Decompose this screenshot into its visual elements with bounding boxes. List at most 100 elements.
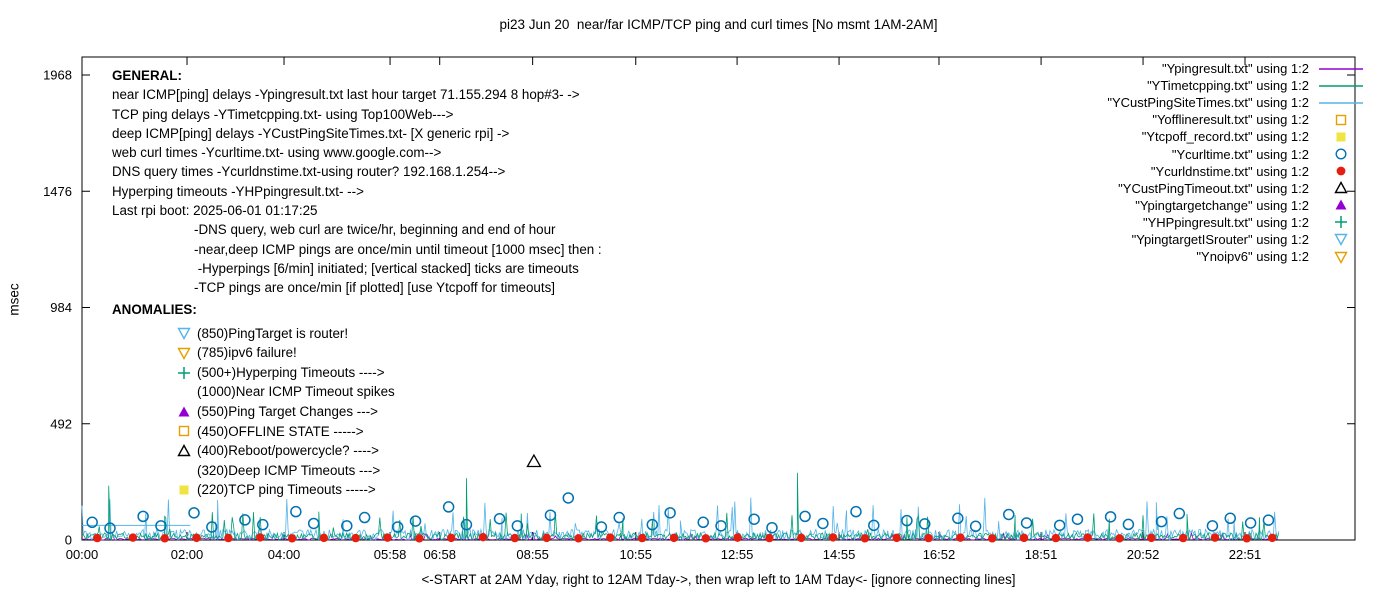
- series-Ycurltime.txt: [86, 492, 1275, 534]
- legend-row: "Ynoipv6" using 1:2: [1107, 248, 1366, 265]
- square-filled-icon: [1336, 132, 1346, 142]
- circle-open-point: [952, 512, 964, 525]
- triangle-open-icon: [177, 444, 191, 457]
- circle-open-point: [613, 511, 625, 524]
- circle-open-point: [1053, 519, 1066, 532]
- anomaly-label: (1000)Near ICMP Timeout spikes: [197, 384, 395, 400]
- circle-filled-point: [1019, 533, 1029, 543]
- legend-label: "Ynoipv6" using 1:2: [1196, 249, 1309, 265]
- anomaly-label: (320)Deep ICMP Timeouts --->: [197, 462, 381, 478]
- anomaly-marker-square-filled: [176, 483, 192, 497]
- circle-open-point: [206, 521, 218, 533]
- circle-open-point: [307, 517, 320, 530]
- legend-label: "YpingtargetISrouter" using 1:2: [1131, 231, 1309, 247]
- anomaly-marker-triangle-open: [176, 444, 192, 458]
- anomaly-label: (850)PingTarget is router!: [197, 325, 349, 341]
- circle-filled-point: [415, 534, 424, 543]
- legend-row: "YCustPingSiteTimes.txt" using 1:2: [1107, 94, 1366, 111]
- legend-row: "Ypingresult.txt" using 1:2: [1107, 60, 1366, 77]
- plot-border: [81, 56, 1356, 541]
- circle-open-point: [239, 514, 251, 526]
- circle-open-point: [1206, 520, 1219, 532]
- x-axis-note: <-START at 2AM Yday, right to 12AM Tday-…: [421, 572, 1016, 587]
- circle-filled-point: [956, 533, 965, 542]
- x-tick-label: 12:55: [721, 547, 754, 562]
- general-block: GENERAL: near ICMP[ping] delays -Ypingre…: [112, 66, 602, 298]
- x-tick-label: 22:51: [1229, 547, 1262, 562]
- circle-open-point: [137, 510, 149, 523]
- circle-open-point: [748, 513, 760, 525]
- legend-marker-triangle-down-open: [1316, 232, 1366, 247]
- circle-filled-point: [733, 533, 742, 542]
- legend-marker-triangle-down-open: [1316, 250, 1366, 264]
- circle-open-point: [1071, 513, 1084, 525]
- circle-filled-point: [987, 534, 997, 543]
- circle-filled-point: [1147, 533, 1156, 543]
- general-line: Hyperping timeouts -YHPpingresult.txt- -…: [112, 183, 364, 199]
- line-icon: [1319, 67, 1363, 70]
- legend-label: "YHPpingresult.txt" using 1:2: [1142, 214, 1309, 230]
- circle-filled-point: [1178, 533, 1188, 543]
- legend-marker-line: [1316, 62, 1366, 76]
- anomaly-row: (320)Deep ICMP Timeouts --->: [112, 461, 395, 481]
- circle-filled-point: [892, 533, 901, 543]
- circle-open-point: [562, 492, 575, 504]
- circle-filled-point: [924, 533, 933, 543]
- chart-title: pi23 Jun 20 near/far ICMP/TCP ping and c…: [499, 17, 938, 32]
- legend-row: "Yofflineresult.txt" using 1:2: [1107, 111, 1366, 128]
- anomaly-marker-triangle-down-open: [176, 346, 192, 360]
- x-tick-label: 18:51: [1025, 547, 1058, 562]
- triangle-filled-icon: [178, 406, 190, 417]
- legend-label: "YTimetcpping.txt" using 1:2: [1147, 78, 1309, 94]
- circle-open-point: [460, 518, 473, 531]
- x-tick-label: 14:55: [823, 547, 856, 562]
- plot-series: [81, 472, 1279, 542]
- x-tick-label: 10:55: [619, 547, 652, 562]
- general-line: near ICMP[ping] delays -Ypingresult.txt …: [112, 87, 580, 103]
- plot-points: [86, 453, 1277, 543]
- anomaly-row: (1000)Near ICMP Timeout spikes: [112, 382, 395, 402]
- circle-filled-point: [128, 533, 138, 542]
- circle-open-point: [595, 521, 608, 533]
- anomaly-row: (220)TCP ping Timeouts ----->: [112, 480, 395, 500]
- circle-open-point: [1244, 517, 1257, 529]
- line-icon: [1319, 101, 1363, 104]
- series-YTimetcpping.txt: [81, 472, 1279, 542]
- general-line: web curl times -Ycurltime.txt- using www…: [112, 145, 442, 161]
- legend-label: "Yofflineresult.txt" using 1:2: [1152, 112, 1309, 128]
- legend-row: "Ycurldnstime.txt" using 1:2: [1107, 163, 1366, 180]
- legend-marker-triangle-filled: [1316, 198, 1366, 212]
- circle-open-point: [104, 522, 116, 534]
- circle-filled-point: [765, 533, 774, 543]
- general-sub-line: -Hyperpings [6/min] initiated; [vertical…: [194, 260, 579, 276]
- anomalies-block: ANOMALIES: (850)PingTarget is router! (78…: [112, 300, 395, 500]
- anomaly-marker-none: [176, 464, 192, 478]
- circle-open-point: [1224, 512, 1236, 525]
- triangle-open-point: [526, 453, 542, 468]
- legend-label: "Ypingresult.txt" using 1:2: [1161, 61, 1309, 77]
- legend-row: "Ypingtargetchange" using 1:2: [1107, 197, 1366, 214]
- series-YCustPingTimeout.txt: [526, 453, 542, 468]
- legend-label: "Ypingtargetchange" using 1:2: [1135, 197, 1309, 213]
- circle-open-point: [1104, 511, 1117, 523]
- triangle-down-open-icon: [177, 347, 191, 360]
- legend-row: "YHPpingresult.txt" using 1:2: [1107, 214, 1366, 231]
- anomaly-label: (785)ipv6 failure!: [197, 345, 297, 361]
- legend-marker-circle-filled: [1316, 164, 1366, 178]
- general-heading: GENERAL:: [112, 68, 182, 83]
- legend-marker-square-filled: [1316, 130, 1366, 144]
- circle-filled-point: [1115, 534, 1124, 543]
- circle-open-point: [799, 510, 811, 523]
- circle-open-point: [358, 511, 371, 524]
- circle-open-point: [544, 509, 557, 521]
- circle-open-point: [409, 515, 422, 527]
- y-tick-label: 1968: [43, 68, 72, 83]
- general-sub-line: -TCP pings are once/min [if plotted] [us…: [194, 280, 555, 296]
- anomaly-row: (785)ipv6 failure!: [112, 343, 395, 363]
- x-tick-label: 00:00: [66, 547, 99, 562]
- legend-row: "Ytcpoff_record.txt" using 1:2: [1107, 128, 1366, 145]
- plus-icon: [1335, 216, 1347, 229]
- circle-open-point: [1122, 518, 1135, 531]
